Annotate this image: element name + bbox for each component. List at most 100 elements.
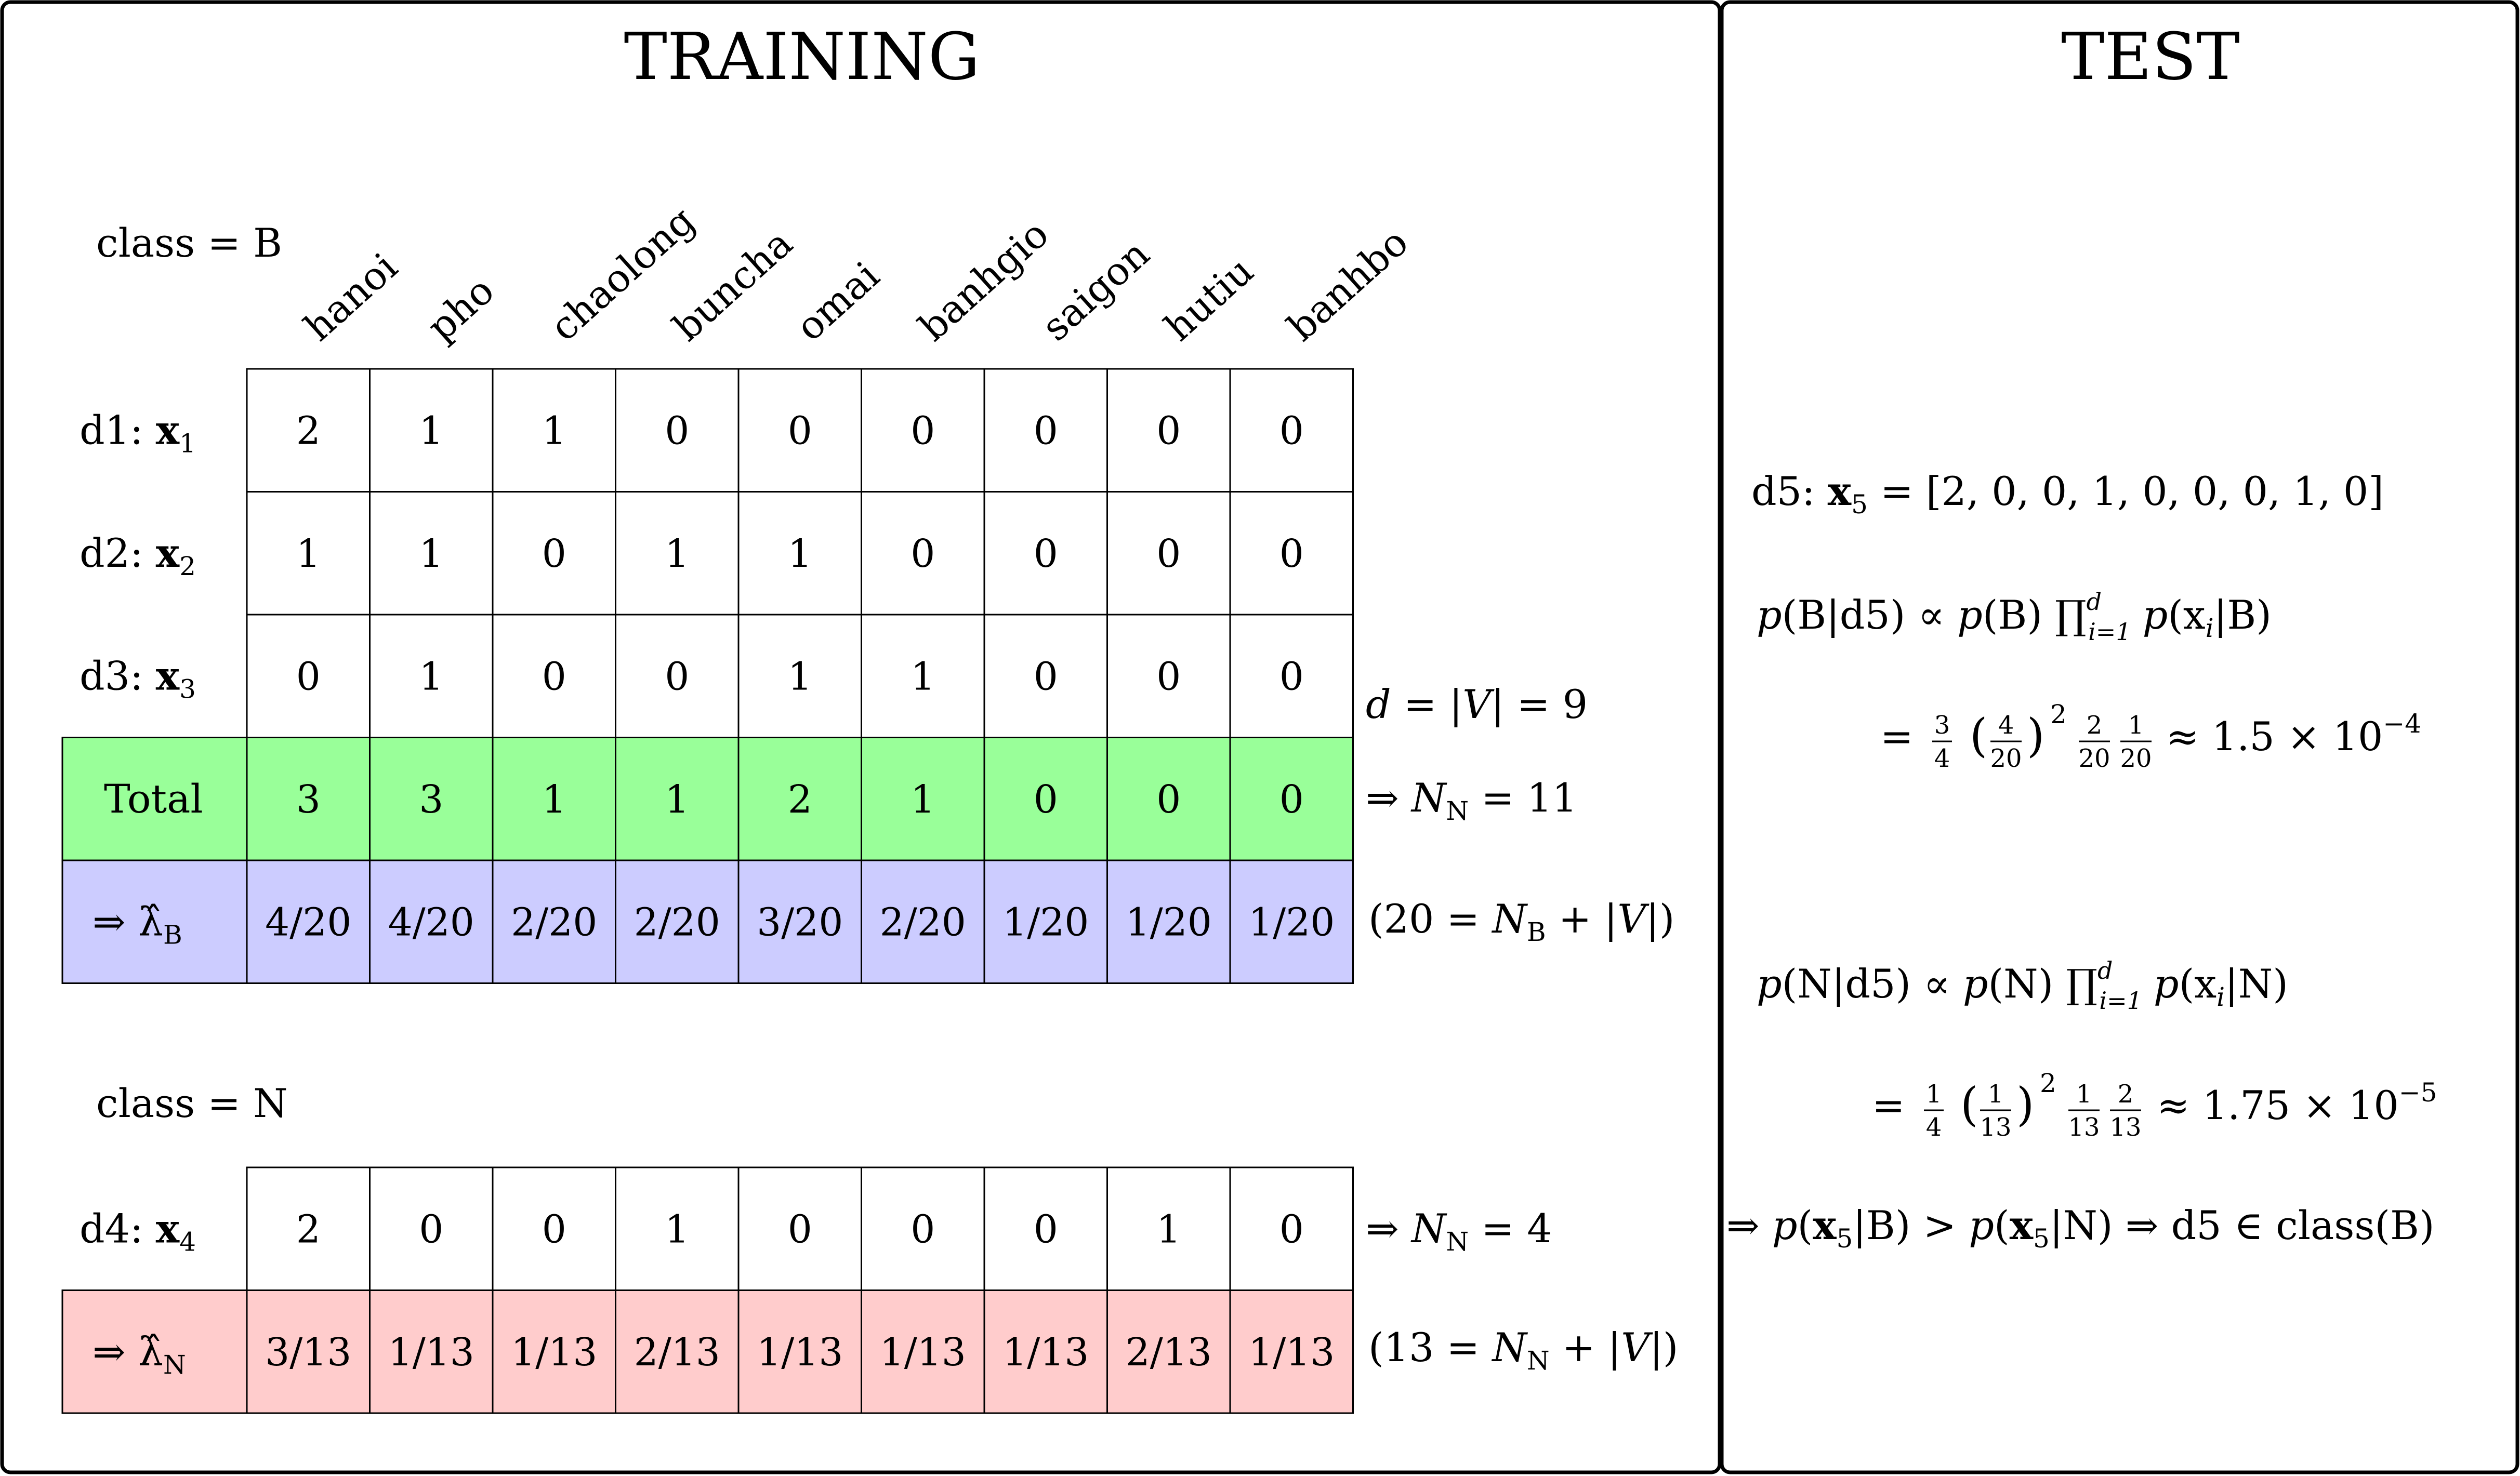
svg-text:2: 2 (2118, 1080, 2134, 1109)
lambda-n-row-label: ⇒ λ̂N (93, 1328, 186, 1380)
svg-text:13: 13 (2109, 1113, 2141, 1142)
table-cell: 3/13 (265, 1330, 351, 1375)
table-cell: 1 (911, 654, 935, 699)
table-cell: 2/13 (634, 1330, 720, 1375)
table-cell: 1 (542, 777, 566, 822)
word-header-omai: omai (787, 253, 888, 350)
table-cell: 0 (1279, 408, 1304, 453)
table-cell: 1/13 (388, 1330, 474, 1375)
word-header-banhbo: banhbo (1279, 220, 1417, 350)
class-b-label: class = B (96, 220, 282, 266)
table-row: d4: x4 2 0 0 1 0 0 0 1 0 (80, 1166, 1354, 1291)
table-cell: 1 (665, 1207, 689, 1252)
lambda-n-row-background (61, 1289, 1354, 1414)
table-cell: 0 (1279, 654, 1304, 699)
table-cell: 0 (911, 531, 935, 576)
svg-text:1: 1 (2128, 711, 2144, 740)
table-cell: 0 (1156, 531, 1181, 576)
svg-text:(: ( (1970, 709, 1987, 762)
table-cell: 1/20 (1126, 900, 1212, 945)
table-cell: 3 (296, 777, 321, 822)
table-row: d2: x2 1 1 0 1 1 0 0 0 0 (80, 491, 1354, 616)
table-cell: 1/20 (1248, 900, 1335, 945)
table-cell: 0 (542, 654, 566, 699)
table-cell: 0 (1156, 654, 1181, 699)
table-cell: 1 (419, 654, 443, 699)
svg-text:20: 20 (2120, 744, 2152, 773)
table-row-label: d1: x1 (80, 407, 196, 458)
svg-text:2: 2 (2050, 699, 2067, 729)
word-header-banhgio: banhgio (911, 211, 1057, 350)
table-row-label: d4: x4 (80, 1205, 196, 1257)
table-cell: 0 (665, 408, 689, 453)
table-cell: 0 (1279, 1207, 1304, 1252)
class-n-label: class = N (96, 1080, 288, 1126)
class-n-table: d4: x4 2 0 0 1 0 0 0 1 0 ⇒ λ̂N 3/13 1/13 1/13 2/13 1/13… (61, 1166, 1354, 1414)
svg-text:): ) (2016, 1078, 2034, 1131)
table-cell: 3/20 (757, 900, 843, 945)
svg-text:=: = (1880, 713, 1914, 760)
table-cell: 4/20 (388, 900, 474, 945)
table-cell: 1 (665, 777, 689, 822)
table-cell: 0 (1279, 777, 1304, 822)
table-cell: 1/13 (511, 1330, 597, 1375)
table-cell: 0 (1156, 777, 1181, 822)
table-cell: 1 (419, 531, 443, 576)
table-cell: 1/13 (1248, 1330, 1335, 1375)
table-cell: 2/20 (634, 900, 720, 945)
table-cell: 0 (788, 408, 812, 453)
svg-text:(: ( (1960, 1078, 1978, 1131)
total-row: Total 3 3 1 1 2 1 0 0 0 (61, 737, 1354, 861)
svg-text:≈ 1.75 × 10−5: ≈ 1.75 × 10−5 (2157, 1078, 2437, 1128)
table-cell: 1 (542, 408, 566, 453)
table-cell: 0 (911, 1207, 935, 1252)
table-cell: 0 (1034, 531, 1058, 576)
posterior-n-value: = 1 4 ( 1 13 ) 2 1 13 2 13 ≈ 1.75 × 10−5 (1872, 1068, 2437, 1142)
table-cell: 1 (665, 531, 689, 576)
training-title: TRAINING (624, 19, 980, 95)
svg-text:3: 3 (1934, 711, 1950, 740)
table-cell: 0 (1034, 1207, 1058, 1252)
total-n-note: ⇒ NN = 4 (1366, 1205, 1552, 1257)
word-header-hutiu: hutiu (1156, 248, 1262, 350)
table-cell: 1/13 (757, 1330, 843, 1375)
table-cell: 0 (542, 1207, 566, 1252)
table-cell: 0 (1034, 408, 1058, 453)
lambda-b-row-background (61, 859, 1354, 984)
lambda-n-note: (13 = NN + |V|) (1368, 1324, 1678, 1376)
lambda-b-row-label: ⇒ λ̂B (93, 898, 182, 950)
table-cell: 1/20 (1002, 900, 1089, 945)
table-cell: 2 (296, 408, 321, 453)
table-cell: 1 (296, 531, 321, 576)
table-cell: 0 (1034, 654, 1058, 699)
vocab-size-note: d = |V| = 9 (1366, 681, 1588, 727)
svg-text:2: 2 (2087, 711, 2103, 740)
table-cell: 1 (419, 408, 443, 453)
lambda-n-row: ⇒ λ̂N 3/13 1/13 1/13 2/13 1/13 1/13 1/13 2/13 1/1… (61, 1289, 1354, 1414)
table-cell: 0 (911, 408, 935, 453)
table-cell: 1/13 (880, 1330, 966, 1375)
table-cell: 2/20 (511, 900, 597, 945)
svg-text:=: = (1872, 1082, 1905, 1128)
lambda-b-note: (20 = NB + |V|) (1368, 896, 1674, 947)
svg-text:1: 1 (1988, 1080, 2004, 1109)
svg-text:≈ 1.5 × 10−4: ≈ 1.5 × 10−4 (2166, 709, 2421, 760)
table-row: d1: x1 2 1 1 0 0 0 0 0 0 (80, 368, 1354, 493)
table-cell: 0 (542, 531, 566, 576)
test-vector: d5: x5 = [2, 0, 0, 1, 0, 0, 0, 1, 0] (1751, 468, 2384, 520)
svg-text:): ) (2027, 709, 2044, 762)
svg-text:1: 1 (1926, 1080, 1942, 1109)
posterior-b-formula: p(B|d5) ∝ p(B) ∏d i=1 p(xi|B) (1757, 588, 2272, 646)
svg-text:4: 4 (1998, 711, 2014, 740)
class-b-table: d1: x1 2 1 1 0 0 0 0 0 0 d2: x2 1 1 0 1 1 0 0 0 0 d3: x3 0 1 0 0… (61, 368, 1354, 984)
table-cell: 1 (788, 654, 812, 699)
table-cell: 0 (1034, 777, 1058, 822)
table-row: d3: x3 0 1 0 0 1 1 0 0 0 (80, 614, 1354, 738)
total-b-note: ⇒ NN = 11 (1366, 775, 1577, 826)
total-row-label: Total (104, 776, 203, 822)
table-cell: 1/13 (1002, 1330, 1089, 1375)
total-row-background (61, 737, 1354, 861)
training-panel (0, 0, 1722, 1474)
